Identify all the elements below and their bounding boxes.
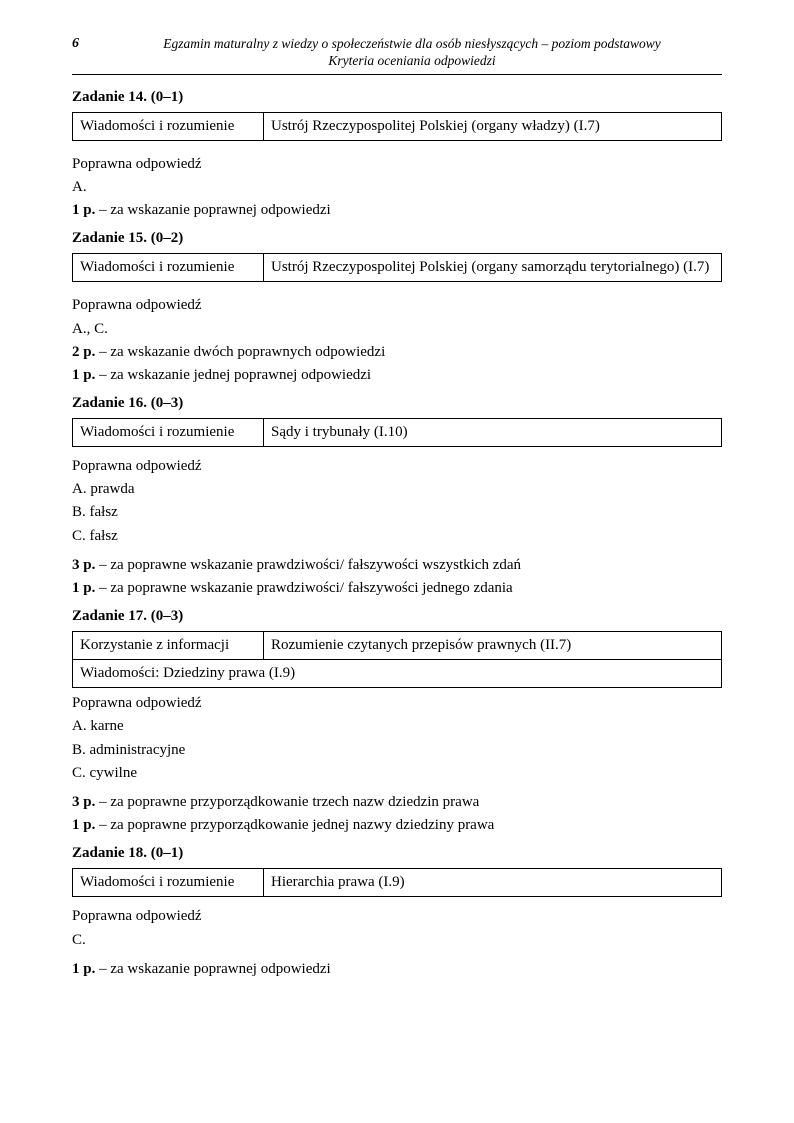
task-18-col2: Hierarchia prawa (I.9): [264, 869, 722, 897]
task-16-ans-c: C. fałsz: [72, 527, 722, 546]
task-17-scoring-1: 1 p. – za poprawne przyporządkowanie jed…: [72, 816, 722, 835]
task-16-ans-b: B. fałsz: [72, 503, 722, 522]
task-17-p1-text: – za poprawne przyporządkowanie jednej n…: [95, 817, 494, 833]
task-18-scoring-1: 1 p. – za wskazanie poprawnej odpowiedzi: [72, 960, 722, 979]
task-16-scoring-3: 3 p. – za poprawne wskazanie prawdziwośc…: [72, 556, 722, 575]
task-14-title: Zadanie 14. (0–1): [72, 89, 722, 106]
task-14-col1: Wiadomości i rozumienie: [73, 112, 264, 140]
task-18-p1-bold: 1 p.: [72, 961, 95, 977]
task-18-title: Zadanie 18. (0–1): [72, 845, 722, 862]
task-18-poprawna: Poprawna odpowiedź: [72, 907, 722, 926]
task-16-col2: Sądy i trybunały (I.10): [264, 419, 722, 447]
page-number: 6: [72, 36, 102, 52]
task-15-scoring-2: 2 p. – za wskazanie dwóch poprawnych odp…: [72, 343, 722, 362]
header-line-1: Egzamin maturalny z wiedzy o społeczeńst…: [102, 36, 722, 53]
task-18-table: Wiadomości i rozumienie Hierarchia prawa…: [72, 868, 722, 897]
task-16-ans-a: A. prawda: [72, 480, 722, 499]
task-15-p1-text: – za wskazanie jednej poprawnej odpowied…: [95, 367, 371, 383]
task-17-p3-bold: 3 p.: [72, 794, 95, 810]
task-15-p2-bold: 2 p.: [72, 344, 95, 360]
header-row: 6 Egzamin maturalny z wiedzy o społeczeń…: [72, 36, 722, 70]
task-15-poprawna: Poprawna odpowiedź: [72, 296, 722, 315]
task-17-scoring-3: 3 p. – za poprawne przyporządkowanie trz…: [72, 793, 722, 812]
task-17-p3-text: – za poprawne przyporządkowanie trzech n…: [95, 794, 479, 810]
task-16-p3-bold: 3 p.: [72, 557, 95, 573]
task-15-col1: Wiadomości i rozumienie: [73, 254, 264, 282]
task-17-ans-a: A. karne: [72, 717, 722, 736]
task-15-p2-text: – za wskazanie dwóch poprawnych odpowied…: [95, 344, 385, 360]
header-line-2: Kryteria oceniania odpowiedzi: [102, 53, 722, 70]
task-14-scoring-1: 1 p. – za wskazanie poprawnej odpowiedzi: [72, 201, 722, 220]
task-17-ans-c: C. cywilne: [72, 764, 722, 783]
task-14-col2: Ustrój Rzeczypospolitej Polskiej (organy…: [264, 112, 722, 140]
task-15-answer: A., C.: [72, 320, 722, 339]
task-14-poprawna: Poprawna odpowiedź: [72, 155, 722, 174]
task-17-row1-col1: Korzystanie z informacji: [73, 632, 264, 660]
task-15-col2: Ustrój Rzeczypospolitej Polskiej (organy…: [264, 254, 722, 282]
task-16-p1-text: – za poprawne wskazanie prawdziwości/ fa…: [95, 580, 512, 596]
task-15-scoring-1: 1 p. – za wskazanie jednej poprawnej odp…: [72, 366, 722, 385]
task-16-col1: Wiadomości i rozumienie: [73, 419, 264, 447]
task-14-p1-bold: 1 p.: [72, 202, 95, 218]
task-16-poprawna: Poprawna odpowiedź: [72, 457, 722, 476]
task-17-poprawna: Poprawna odpowiedź: [72, 694, 722, 713]
task-18-answer: C.: [72, 931, 722, 950]
task-17-row2: Wiadomości: Dziedziny prawa (I.9): [73, 660, 722, 688]
task-17-ans-b: B. administracyjne: [72, 741, 722, 760]
task-18-col1: Wiadomości i rozumienie: [73, 869, 264, 897]
task-16-table: Wiadomości i rozumienie Sądy i trybunały…: [72, 418, 722, 447]
task-15-title: Zadanie 15. (0–2): [72, 230, 722, 247]
task-16-scoring-1: 1 p. – za poprawne wskazanie prawdziwośc…: [72, 579, 722, 598]
page: 6 Egzamin maturalny z wiedzy o społeczeń…: [0, 0, 794, 1123]
task-14-p1-text: – za wskazanie poprawnej odpowiedzi: [95, 202, 330, 218]
task-15-table: Wiadomości i rozumienie Ustrój Rzeczypos…: [72, 253, 722, 282]
task-14-answer: A.: [72, 178, 722, 197]
task-17-p1-bold: 1 p.: [72, 817, 95, 833]
task-18-p1-text: – za wskazanie poprawnej odpowiedzi: [95, 961, 330, 977]
task-17-table: Korzystanie z informacji Rozumienie czyt…: [72, 631, 722, 688]
header-titles: Egzamin maturalny z wiedzy o społeczeńst…: [102, 36, 722, 70]
task-15-p1-bold: 1 p.: [72, 367, 95, 383]
header-rule: [72, 74, 722, 75]
task-17-title: Zadanie 17. (0–3): [72, 608, 722, 625]
task-17-row1-col2: Rozumienie czytanych przepisów prawnych …: [264, 632, 722, 660]
task-16-title: Zadanie 16. (0–3): [72, 395, 722, 412]
task-16-p1-bold: 1 p.: [72, 580, 95, 596]
task-14-table: Wiadomości i rozumienie Ustrój Rzeczypos…: [72, 112, 722, 141]
task-16-p3-text: – za poprawne wskazanie prawdziwości/ fa…: [95, 557, 521, 573]
